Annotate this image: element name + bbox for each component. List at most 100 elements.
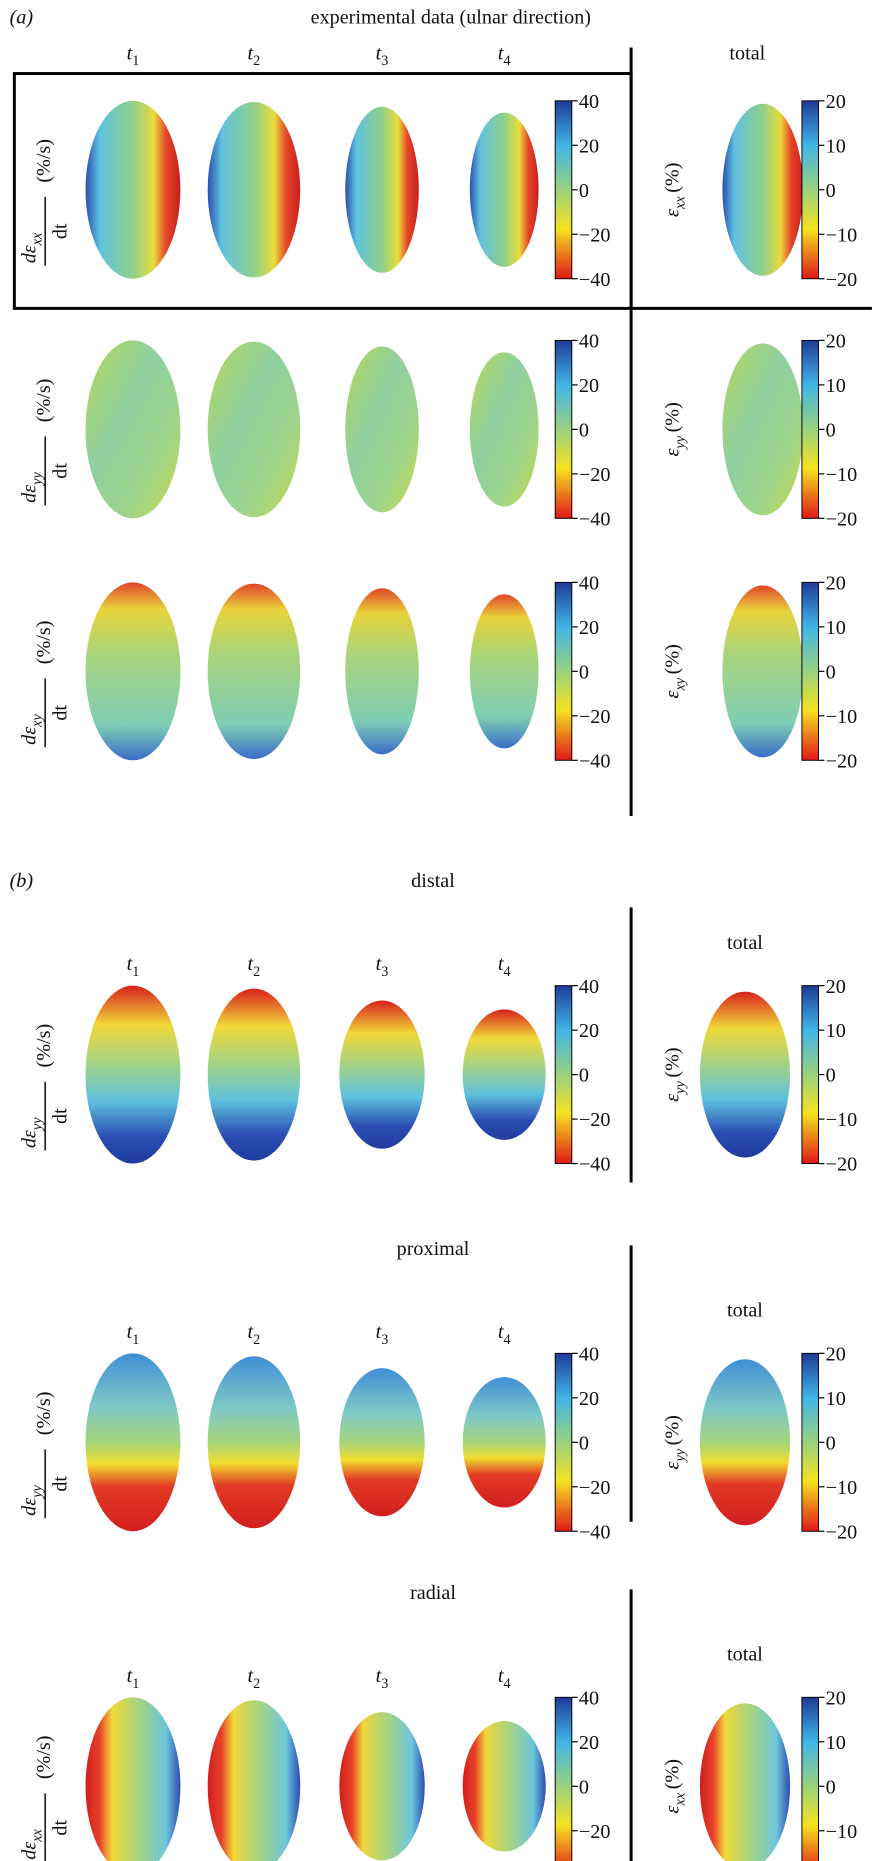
colorbar-tick-label: 40 <box>579 572 599 594</box>
time-subscript: 2 <box>253 964 260 980</box>
colorbar-tick-label: 0 <box>826 1432 836 1454</box>
strain-label: εxy(%) <box>662 644 689 698</box>
strain-map <box>722 585 803 757</box>
colorbar-tick-label: 40 <box>579 1687 599 1709</box>
colorbar-tick-label: 20 <box>826 91 846 113</box>
strain-map <box>86 582 181 760</box>
colorbar-tick-label: −20 <box>579 1109 611 1131</box>
rate-label: dεxydt(%/s) <box>19 621 72 748</box>
section-title: radial <box>410 1582 456 1604</box>
rate-subscript: xx <box>30 232 46 246</box>
rate-numerator-symbol: dε <box>19 485 41 503</box>
strain-map <box>722 104 803 276</box>
colorbar-tick-label: −20 <box>826 269 858 291</box>
strain-symbol: ε <box>662 1094 684 1102</box>
strain-map <box>700 1359 790 1525</box>
colorbar-tick-label: −10 <box>826 224 858 246</box>
strain-symbol: ε <box>662 449 684 457</box>
colorbar <box>802 101 819 279</box>
colorbar <box>802 582 819 760</box>
rate-unit: (%/s) <box>33 379 55 423</box>
time-label: t3 <box>376 1665 389 1692</box>
colorbar-tick-label: 20 <box>579 1020 599 1042</box>
colorbar-tick-label: 20 <box>826 1687 846 1709</box>
colorbar <box>802 986 819 1164</box>
time-label: t1 <box>127 42 140 69</box>
figure: (a) experimental data (ulnar direction) … <box>0 0 872 1861</box>
colorbar-tick-label: −20 <box>579 706 611 728</box>
colorbar-tick-label: −40 <box>579 1521 611 1543</box>
time-subscript: 1 <box>132 53 139 69</box>
total-label: total <box>729 42 765 64</box>
colorbar <box>555 101 572 279</box>
colorbar-tick-label: −20 <box>826 508 858 530</box>
strain-map <box>722 343 803 515</box>
colorbar-tick-label: 0 <box>826 1776 836 1798</box>
rate-unit: (%/s) <box>33 139 55 183</box>
colorbar-tick-label: −20 <box>579 464 611 486</box>
colorbar-tick-label: 0 <box>579 1065 589 1087</box>
time-label: t2 <box>248 42 261 69</box>
time-label: t1 <box>127 1321 140 1348</box>
strain-subscript: xx <box>672 196 688 210</box>
rate-subscript: xx <box>30 1828 46 1842</box>
colorbar-tick-label: 10 <box>826 135 846 157</box>
rate-label: dεyydt(%/s) <box>19 1024 72 1151</box>
rate-subscript: yy <box>30 1117 46 1132</box>
strain-subscript: yy <box>672 435 688 450</box>
colorbar-tick-label: −20 <box>579 1477 611 1499</box>
colorbar-tick-label: −40 <box>579 750 611 772</box>
panel-title: experimental data (ulnar direction) <box>311 7 591 29</box>
total-label: total <box>727 1644 763 1666</box>
time-subscript: 4 <box>503 53 510 69</box>
time-subscript: 3 <box>381 1332 388 1348</box>
colorbar-tick-label: 0 <box>579 419 589 441</box>
strain-symbol: ε <box>662 691 684 699</box>
colorbar <box>555 1353 572 1531</box>
colorbar-tick-label: 0 <box>826 419 836 441</box>
strain-map <box>700 992 790 1158</box>
colorbar-tick-label: −40 <box>579 269 611 291</box>
colorbar-tick-label: −20 <box>826 1154 858 1176</box>
strain-map <box>470 594 539 748</box>
strain-symbol: ε <box>662 209 684 217</box>
rate-numerator-symbol: dε <box>19 1842 41 1860</box>
time-subscript: 3 <box>381 53 388 69</box>
rate-subscript: xy <box>30 714 46 728</box>
rate-unit: (%/s) <box>33 1735 55 1779</box>
colorbar <box>802 1697 819 1861</box>
strain-map <box>208 1356 301 1528</box>
colorbar <box>802 340 819 518</box>
rate-denominator: dt <box>50 1108 72 1124</box>
time-subscript: 1 <box>132 964 139 980</box>
strain-map <box>86 1353 181 1531</box>
time-subscript: 1 <box>132 1332 139 1348</box>
colorbar-tick-label: −10 <box>826 1109 858 1131</box>
time-subscript: 3 <box>381 964 388 980</box>
strain-label: εxx(%) <box>662 163 689 217</box>
colorbar-tick-label: 20 <box>579 1388 599 1410</box>
section-title: distal <box>411 870 455 892</box>
strain-map <box>463 1377 546 1507</box>
colorbar-tick-label: 10 <box>826 1732 846 1754</box>
strain-map <box>345 346 419 512</box>
strain-map <box>339 1368 424 1516</box>
colorbar-tick-label: 0 <box>826 661 836 683</box>
strain-subscript: xy <box>672 677 688 691</box>
colorbar <box>802 1353 819 1531</box>
strain-map <box>208 342 301 518</box>
colorbar-tick-label: 20 <box>826 331 846 353</box>
colorbar-tick-label: 0 <box>579 1776 589 1798</box>
strain-symbol: ε <box>662 1461 684 1469</box>
strain-label: εyy(%) <box>662 402 689 456</box>
strain-map <box>339 1000 424 1148</box>
rate-denominator: dt <box>50 1820 72 1836</box>
colorbar-tick-label: −40 <box>579 1154 611 1176</box>
colorbar-tick-label: 0 <box>579 180 589 202</box>
rate-numerator: dεyy <box>19 1117 46 1148</box>
colorbar-tick-label: 40 <box>579 331 599 353</box>
colorbar-tick-label: 40 <box>579 976 599 998</box>
colorbar-tick-label: 20 <box>579 135 599 157</box>
